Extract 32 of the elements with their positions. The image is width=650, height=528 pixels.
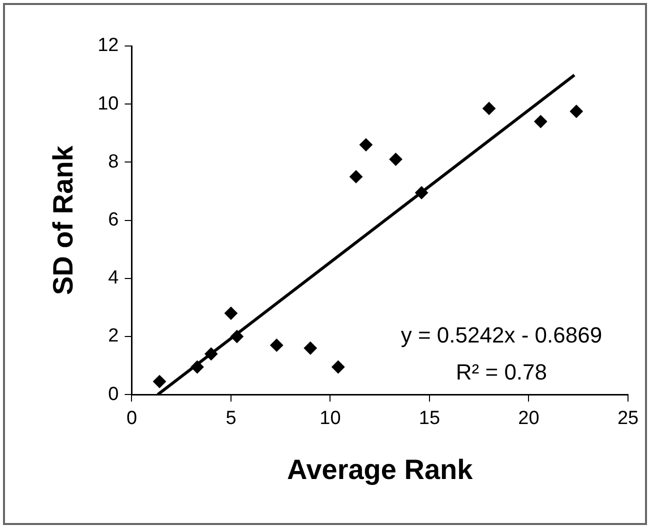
y-tick-label: 4 <box>108 268 120 289</box>
point <box>270 338 284 352</box>
point <box>332 360 345 374</box>
point <box>570 104 583 118</box>
point <box>389 152 402 166</box>
point <box>304 342 317 355</box>
point <box>153 375 166 388</box>
point <box>224 306 238 320</box>
y-tick-label: 6 <box>108 210 119 231</box>
point <box>230 330 244 343</box>
point <box>482 102 496 115</box>
y-tick-label: 10 <box>98 93 119 114</box>
point <box>190 360 204 374</box>
annotation: y = 0.5242x - 0.6869 <box>400 322 602 348</box>
point <box>415 186 428 200</box>
annotation: R² = 0.78 <box>456 360 548 385</box>
point <box>359 138 372 152</box>
x-tick-label: 25 <box>617 408 639 430</box>
y-tick-label: 8 <box>108 151 119 172</box>
point <box>534 115 548 128</box>
x-axis-title: Average Rank <box>287 454 474 485</box>
x-tick-label: 20 <box>518 408 540 430</box>
y-tick-label: 12 <box>98 35 119 56</box>
y-tick-label: 0 <box>108 384 119 405</box>
point <box>350 170 363 184</box>
y-axis-title: SD of Rank <box>48 145 79 295</box>
x-tick-label: 0 <box>126 408 138 430</box>
x-tick-label: 10 <box>320 408 341 430</box>
y-tick-label: 2 <box>108 326 119 347</box>
x-tick-label: 15 <box>418 408 440 430</box>
point <box>204 347 218 360</box>
x-tick-label: 5 <box>226 408 236 430</box>
